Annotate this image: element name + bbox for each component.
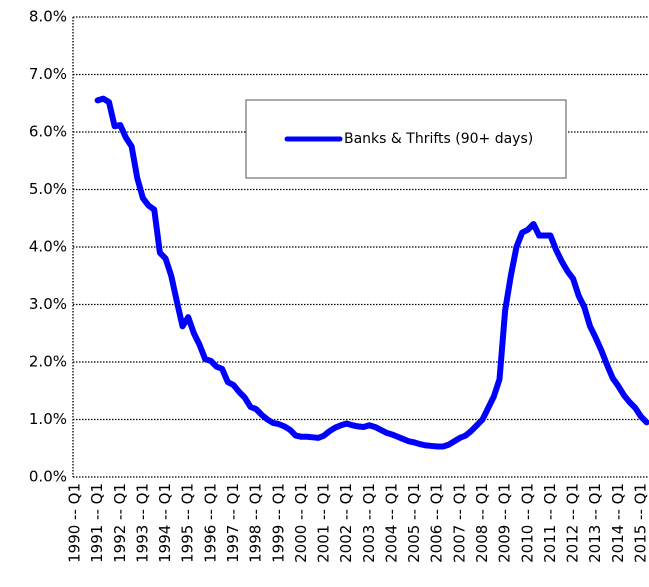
- data-line: [94, 95, 649, 450]
- x-tick-label: 2014 -- Q1: [609, 483, 627, 563]
- legend-label: Banks & Thrifts (90+ days): [344, 131, 533, 147]
- x-tick-label: 2011 -- Q1: [541, 483, 559, 563]
- y-tick-label: 8.0%: [29, 8, 67, 26]
- y-tick-label: 7.0%: [29, 65, 67, 83]
- y-tick-label: 2.0%: [29, 353, 67, 371]
- x-tick-label: 2007 -- Q1: [450, 483, 468, 563]
- y-tick-label: 0.0%: [29, 468, 67, 486]
- y-tick-label: 6.0%: [29, 123, 67, 141]
- x-tick-label: 2006 -- Q1: [428, 483, 446, 563]
- x-tick-label: 2003 -- Q1: [360, 483, 378, 563]
- x-tick-label: 1993 -- Q1: [133, 483, 151, 563]
- x-tick-label: 2000 -- Q1: [292, 483, 310, 563]
- x-tick-label: 2009 -- Q1: [496, 483, 514, 563]
- y-tick-label: 3.0%: [29, 295, 67, 313]
- x-tick-label: 1997 -- Q1: [224, 483, 242, 563]
- x-tick-label: 2015 -- Q1: [632, 483, 649, 563]
- x-tick-label: 1992 -- Q1: [111, 483, 129, 563]
- x-tick-label: 2001 -- Q1: [315, 483, 333, 563]
- y-tick-label: 4.0%: [29, 238, 67, 256]
- x-tick-label: 1996 -- Q1: [201, 483, 219, 563]
- x-tick-label: 1995 -- Q1: [179, 483, 197, 563]
- x-tick-label: 1991 -- Q1: [88, 483, 106, 563]
- x-tick-label: 2002 -- Q1: [337, 483, 355, 563]
- x-tick-label: 2013 -- Q1: [586, 483, 604, 563]
- x-tick-label: 1990 -- Q1: [66, 483, 84, 563]
- x-tick-label: 2012 -- Q1: [564, 483, 582, 563]
- x-tick-label: 2010 -- Q1: [518, 483, 536, 563]
- legend: Banks & Thrifts (90+ days): [245, 99, 567, 179]
- x-tick-label: 2008 -- Q1: [473, 483, 491, 563]
- x-tick-label: 2005 -- Q1: [405, 483, 423, 563]
- y-tick-label: 5.0%: [29, 180, 67, 198]
- x-tick-label: 1999 -- Q1: [269, 483, 287, 563]
- x-tick-label: 2004 -- Q1: [382, 483, 400, 563]
- legend-box: [245, 99, 567, 179]
- x-tick-label: 1994 -- Q1: [156, 483, 174, 563]
- x-tick-label: 1998 -- Q1: [247, 483, 265, 563]
- y-tick-label: 1.0%: [29, 410, 67, 428]
